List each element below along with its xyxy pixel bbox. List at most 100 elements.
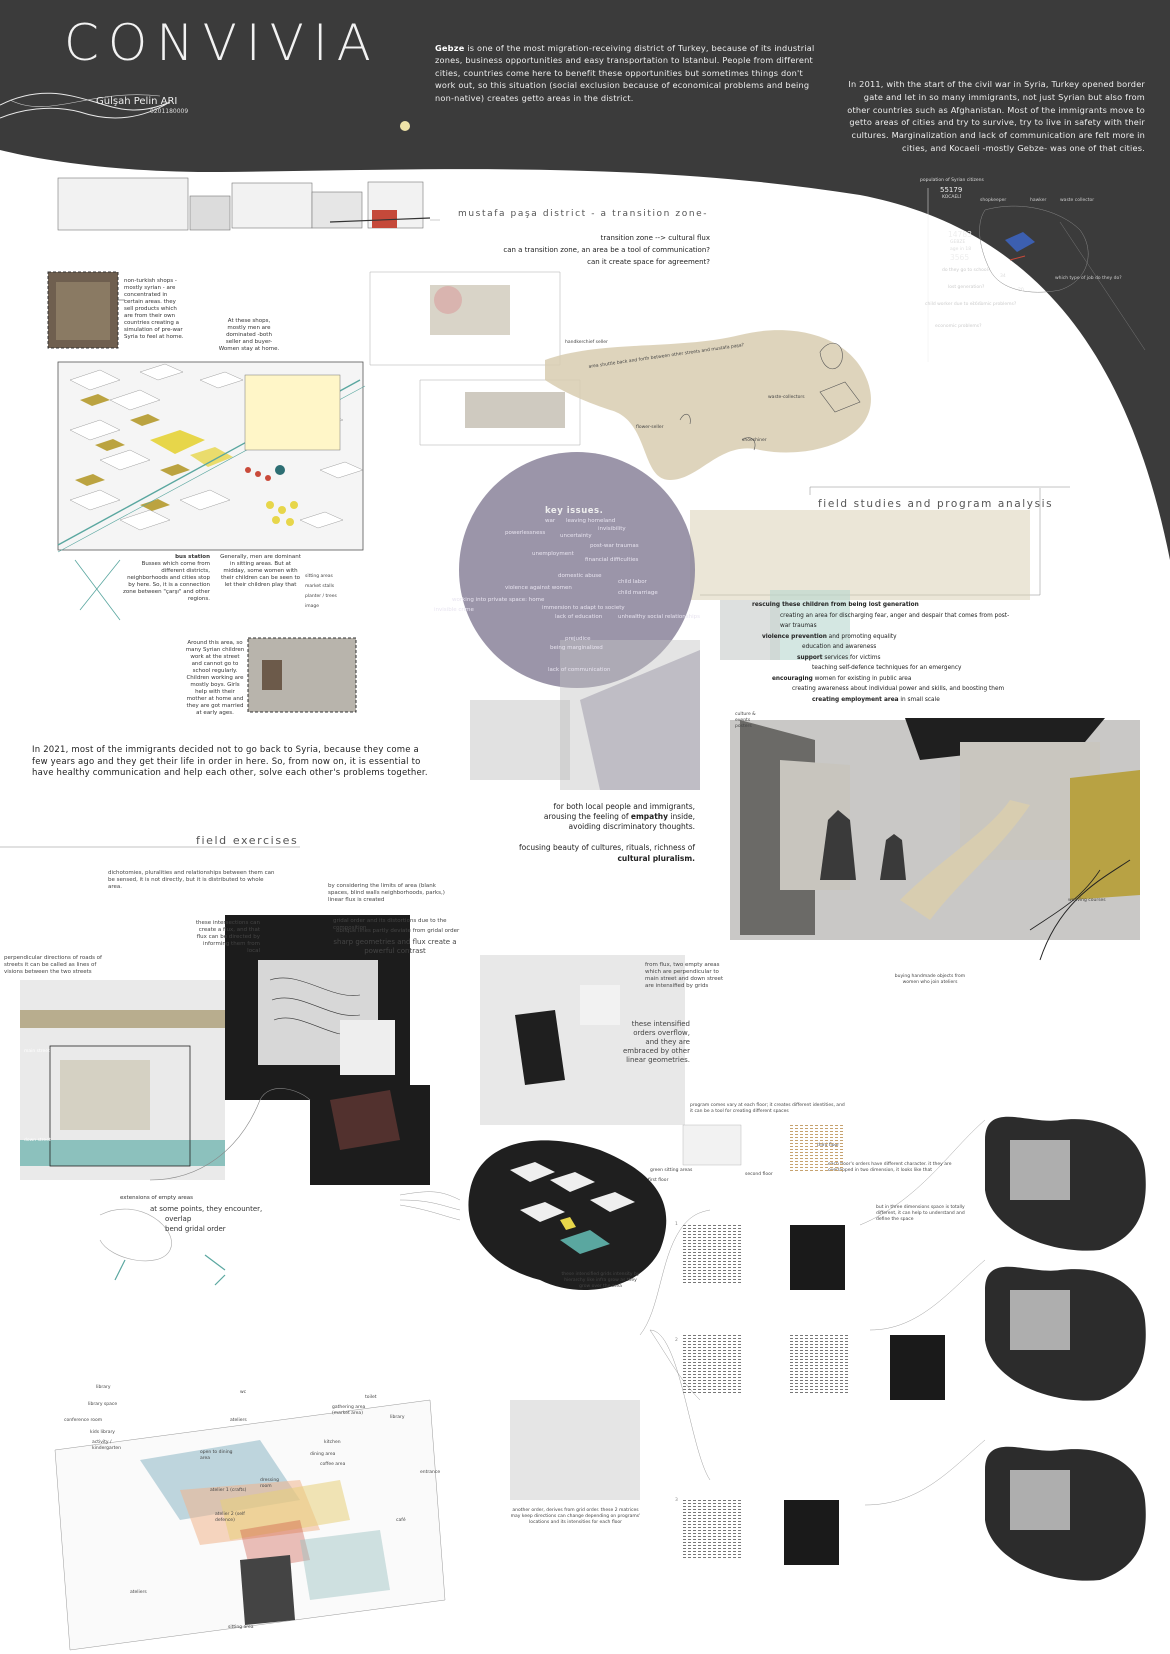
- pluralism-text: focusing beauty of cultures, rituals, ri…: [490, 842, 695, 864]
- street-perspective-sketches: [369, 271, 581, 446]
- label-flower: flower-seller: [636, 425, 664, 430]
- note-extensions-1: extensions of empty areas: [120, 1195, 193, 1201]
- axon-label-8: dining area: [310, 1452, 336, 1457]
- hatch-line: [683, 1500, 741, 1501]
- hatch-line: [683, 1267, 741, 1268]
- stats-diagram: [927, 188, 1146, 362]
- key-word-1: war: [545, 518, 556, 524]
- axon-label-9: dressing room: [260, 1478, 280, 1489]
- hatch-line: [790, 1149, 845, 1150]
- program-item-1: rescuing these children from being lost …: [752, 602, 919, 608]
- key-word-15: invisible crime: [434, 607, 474, 613]
- pluralism-bold: cultural pluralism.: [617, 854, 695, 863]
- empathy-text: for both local people and immigrants, ar…: [505, 802, 695, 832]
- program-item-5: support services for victims: [797, 654, 881, 661]
- hatch-line: [683, 1521, 741, 1522]
- space-label-2: first floor: [648, 1178, 669, 1183]
- key-word-11: violence against women: [505, 585, 572, 591]
- hatch-line: [790, 1374, 848, 1375]
- hatch-line: [683, 1276, 741, 1277]
- gebze-value: 14783: [948, 230, 972, 239]
- hatch-line: [790, 1128, 845, 1129]
- hatch-line: [683, 1249, 741, 1250]
- note-women-parks: Generally, men are dominant in sitting a…: [220, 554, 301, 588]
- empathy-line-1: for both local people and immigrants,: [553, 802, 696, 811]
- axon-label-7: open to dining area: [200, 1450, 233, 1461]
- key-word-8: financial difficulties: [585, 557, 639, 563]
- map-label-jobs: which type of job do they do?: [1055, 276, 1122, 281]
- hatch-line: [683, 1536, 741, 1537]
- hatch-line: [683, 1270, 741, 1271]
- hatch-line: [683, 1279, 741, 1280]
- note-dichotomies: dichotomies, pluralities and relationshi…: [108, 870, 275, 890]
- axon-label-19: wc: [240, 1390, 247, 1395]
- site-model: [468, 1140, 667, 1290]
- exercise-plan-1: [20, 980, 225, 1180]
- label-waste-collectors: waste-collectors: [768, 395, 805, 400]
- space-label-3: second floor: [745, 1172, 773, 1177]
- hatch-line: [790, 1137, 845, 1138]
- note-oblique: oblique lines partly deviate from gridal…: [336, 928, 460, 934]
- label-main-street: main street: [24, 1049, 50, 1054]
- moon-dot: [400, 121, 410, 131]
- hatch-line: [790, 1365, 848, 1366]
- hatch-line: [683, 1386, 741, 1387]
- hatch-line: [683, 1503, 741, 1504]
- floor-label-2: 2: [675, 1338, 678, 1343]
- key-word-13: working into private space: home: [452, 597, 545, 603]
- hatch-line: [683, 1258, 741, 1259]
- key-word-17: unhealthy social relationships: [618, 614, 701, 620]
- hatch-line: [683, 1344, 741, 1345]
- dark-header-band: [0, 0, 1170, 560]
- program-note-2: each floor's orders have different chara…: [828, 1162, 952, 1173]
- hatch-line: [790, 1371, 848, 1372]
- hatch-line: [790, 1377, 848, 1378]
- field-studies-label: field studies and program analysis: [818, 498, 1054, 510]
- axon-label-18: coffee area: [320, 1462, 346, 1467]
- program-list: rescuing these children from being lost …: [752, 600, 1012, 705]
- gebze-label: GEBZE: [950, 240, 966, 245]
- hatch-line: [683, 1512, 741, 1513]
- transition-path: [545, 330, 871, 480]
- hatch-line: [790, 1368, 848, 1369]
- hatch-line: [790, 1392, 848, 1393]
- hatch-line: [790, 1341, 848, 1342]
- hatch-line: [683, 1237, 741, 1238]
- axon-label-14: library: [390, 1415, 405, 1420]
- note-bus: Busses which come from different distric…: [122, 561, 210, 602]
- mini-map: [74, 559, 121, 621]
- hatch-line: [683, 1554, 741, 1555]
- hatch-line: [683, 1377, 741, 1378]
- hatch-line: [683, 1389, 741, 1390]
- hatch-line: [683, 1374, 741, 1375]
- axon-label-15: kitchen: [324, 1440, 341, 1445]
- hatch-line: [683, 1518, 741, 1519]
- note-sharp-geometries: sharp geometries and flux create a power…: [333, 938, 457, 955]
- author-name: Gülşah Pelin ARI: [96, 96, 178, 107]
- hatch-line: [683, 1371, 741, 1372]
- hatch-line: [790, 1347, 848, 1348]
- key-word-10: child labor: [618, 579, 647, 585]
- hatch-line: [683, 1362, 741, 1363]
- hatch-line: [790, 1383, 848, 1384]
- legend-item-3: planter / trees: [305, 594, 337, 599]
- legend-item-1: sitting areas: [305, 574, 333, 579]
- axon-label-5: activity / kindergarten: [92, 1440, 121, 1451]
- axon-label-12: café: [396, 1518, 406, 1523]
- program-item-7: encouraging women for existing in public…: [772, 675, 912, 682]
- hatch-line: [683, 1530, 741, 1531]
- hatch-line: [790, 1143, 845, 1144]
- district-label: mustafa paşa district - a transition zon…: [458, 209, 709, 219]
- hatch-line: [790, 1359, 848, 1360]
- hatch-line: [683, 1548, 741, 1549]
- center-perspective: [730, 718, 1140, 961]
- hatch-line: [683, 1231, 741, 1232]
- hatch-line: [683, 1338, 741, 1339]
- hatch-line: [790, 1170, 845, 1171]
- hatch-line: [683, 1542, 741, 1543]
- program-note-1: program comes vary at each floor; it cre…: [690, 1103, 845, 1114]
- hatch-line: [790, 1335, 848, 1336]
- note-children: Around this area, so many Syrian childre…: [185, 640, 245, 716]
- note-grid-order: gridal order and its distortions due to …: [333, 918, 447, 931]
